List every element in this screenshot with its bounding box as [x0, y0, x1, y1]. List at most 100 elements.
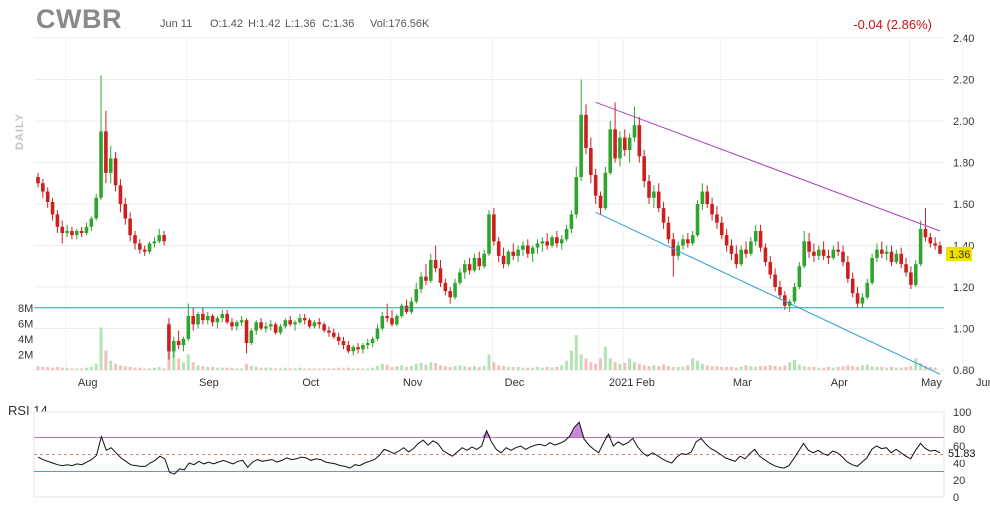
volume-bar — [293, 368, 297, 370]
volume-bar — [458, 365, 462, 370]
trendline-lower — [595, 211, 941, 375]
candle-body — [264, 326, 268, 329]
volume-bar — [65, 367, 69, 370]
candle-body — [361, 345, 365, 350]
volume-tick-label: 6M — [18, 319, 33, 331]
volume-bar — [923, 366, 927, 370]
high-value: H:1.42 — [248, 18, 281, 30]
candle-body — [681, 239, 685, 246]
volume-bar — [822, 367, 826, 370]
candle-body — [589, 147, 593, 175]
rsi-tick-label: 0 — [953, 492, 959, 504]
volume-bar — [904, 366, 908, 370]
volume-bar — [797, 364, 801, 370]
candle-body — [647, 181, 651, 198]
candle-body — [666, 222, 671, 240]
volume-bar — [574, 335, 578, 370]
month-tick-label: Apr — [831, 377, 848, 389]
volume-bar — [928, 366, 932, 370]
volume-bar — [468, 366, 472, 370]
candle-body — [317, 322, 322, 325]
ticker-symbol: CWBR — [36, 4, 122, 34]
volume-bar — [734, 367, 738, 370]
candle-body — [841, 251, 845, 263]
candle-body — [162, 235, 166, 242]
candle-body — [128, 218, 132, 236]
volume-bar — [725, 366, 729, 370]
candle-body — [327, 330, 331, 333]
candle-body — [686, 239, 690, 244]
volume-bar — [390, 366, 394, 370]
month-tick-label: May — [921, 377, 942, 389]
month-tick-label: Feb — [636, 377, 655, 389]
volume-bar — [337, 367, 341, 370]
candle-body — [715, 214, 719, 223]
candle-body — [603, 172, 608, 209]
bar-date: Jun 11 — [160, 18, 193, 30]
volume-bar — [351, 368, 355, 370]
volume-bar — [409, 366, 413, 370]
candle-body — [894, 253, 899, 263]
volume-bar — [807, 366, 811, 370]
volume-bar — [448, 366, 452, 370]
candle-body — [729, 245, 734, 254]
candle-body — [807, 241, 811, 252]
volume-bar — [812, 366, 816, 370]
candle-body — [923, 228, 928, 238]
volume-bar — [400, 365, 404, 370]
candle-body — [133, 235, 137, 244]
volume-bar — [288, 368, 292, 370]
candle-body — [530, 247, 535, 254]
volume-bar — [899, 367, 903, 370]
rsi-plot-area — [33, 411, 945, 498]
volume-bar — [613, 362, 617, 370]
candle-body — [84, 226, 89, 234]
volume-bar — [196, 365, 200, 370]
volume-bar — [80, 368, 84, 370]
volume-bar — [274, 368, 278, 370]
volume-bar — [259, 367, 263, 370]
candle-body — [719, 222, 724, 236]
candle-body — [918, 228, 923, 265]
candle-body — [555, 237, 559, 244]
volume-bar — [342, 368, 346, 370]
candle-body — [933, 243, 937, 246]
volume-bar — [851, 366, 855, 370]
month-tick-label: Aug — [78, 377, 98, 389]
volume-bar — [46, 366, 50, 370]
candle-body — [889, 251, 894, 263]
volume-tick-label: 8M — [18, 303, 33, 315]
candle-body — [870, 257, 874, 283]
rsi-tick-label: 100 — [953, 407, 971, 419]
price-tick-label: 1.60 — [953, 199, 974, 211]
rsi-tick-label: 60 — [953, 441, 965, 453]
volume-bar — [249, 366, 253, 370]
volume-bar — [317, 368, 321, 370]
volume-bar — [826, 366, 830, 370]
candle-body — [880, 249, 884, 254]
candle-body — [104, 131, 108, 173]
volume-bar — [870, 366, 874, 370]
volume-bar — [138, 367, 142, 370]
volume-bar — [322, 368, 326, 370]
candle-body — [259, 322, 263, 329]
price-tick-label: 1.00 — [953, 324, 974, 336]
candle-body — [850, 278, 855, 294]
candle-body — [812, 251, 816, 256]
candle-body — [336, 336, 341, 341]
candle-body — [99, 131, 103, 198]
rsi-last-label: 51.83 — [948, 448, 976, 460]
rsi-overbought-fill — [96, 436, 102, 438]
candle-body — [215, 318, 220, 323]
month-tick-label: Mar — [733, 377, 752, 389]
volume-bar — [569, 350, 573, 370]
candle-body — [564, 228, 569, 240]
volume-bar — [700, 363, 704, 370]
volume-bar — [51, 367, 55, 370]
candle-body — [370, 338, 375, 344]
volume-bar — [332, 368, 336, 370]
volume-bar — [312, 368, 316, 370]
volume-bar — [860, 365, 864, 370]
price-change: -0.04 (2.86%) — [853, 17, 932, 32]
